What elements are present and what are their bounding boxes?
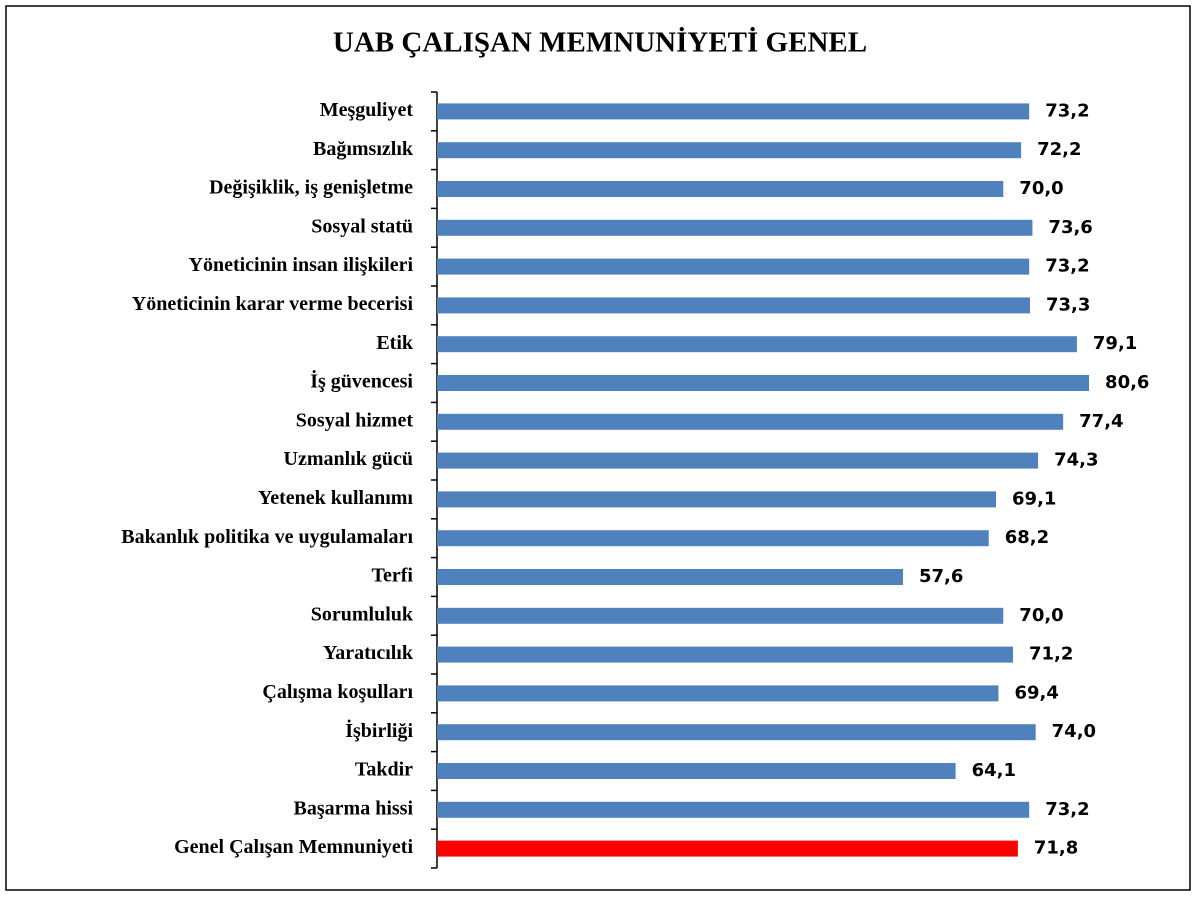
- category-label: Sorumluluk: [311, 603, 414, 625]
- value-label: 73,2: [1045, 799, 1089, 820]
- category-label: Yöneticinin insan ilişkileri: [189, 254, 414, 276]
- bar: [437, 142, 1022, 159]
- bar: [437, 103, 1030, 120]
- bar: [437, 452, 1039, 469]
- value-label: 73,3: [1046, 294, 1090, 315]
- bar: [437, 413, 1064, 430]
- category-label: Etik: [376, 332, 414, 354]
- value-label: 74,0: [1052, 721, 1096, 742]
- bar: [437, 530, 989, 547]
- value-label: 80,6: [1105, 372, 1149, 393]
- category-label: Sosyal hizmet: [296, 409, 414, 431]
- value-label: 71,8: [1034, 838, 1078, 859]
- category-label: Sosyal statü: [311, 215, 413, 237]
- value-label: 69,4: [1014, 682, 1058, 703]
- value-label: 72,2: [1037, 139, 1081, 160]
- category-label: İş güvencesi: [310, 369, 413, 393]
- category-label: Meşguliyet: [320, 99, 414, 121]
- value-label: 74,3: [1054, 450, 1098, 471]
- value-label: 77,4: [1079, 411, 1123, 432]
- category-label: Yöneticinin karar verme becerisi: [132, 293, 414, 315]
- category-label: Takdir: [355, 759, 413, 781]
- frame: [5, 5, 1191, 891]
- bar: [437, 840, 1018, 857]
- bar: [437, 375, 1090, 391]
- value-label: 73,6: [1048, 217, 1092, 238]
- bar: [437, 724, 1036, 741]
- value-label: 69,1: [1012, 488, 1056, 509]
- value-label: 70,0: [1019, 178, 1063, 199]
- bar: [437, 181, 1004, 197]
- value-label: 73,2: [1045, 256, 1089, 277]
- category-label: Bağımsızlık: [313, 138, 414, 160]
- bar: [437, 763, 956, 779]
- value-label: 79,1: [1093, 333, 1137, 354]
- value-label: 71,2: [1029, 644, 1073, 665]
- value-label: 57,6: [919, 566, 963, 587]
- bar: [437, 219, 1033, 236]
- category-label: Çalışma koşulları: [262, 681, 413, 703]
- chart-title: UAB ÇALIŞAN MEMNUNİYETİ GENEL: [333, 26, 867, 59]
- category-label: Uzmanlık gücü: [284, 448, 413, 470]
- bar: [437, 336, 1077, 353]
- value-label: 73,2: [1045, 100, 1089, 121]
- bar: [437, 607, 1004, 624]
- category-label: Yetenek kullanımı: [258, 487, 413, 509]
- bar: [437, 258, 1030, 275]
- value-label: 70,0: [1019, 605, 1063, 626]
- bar: [437, 801, 1030, 818]
- value-label: 68,2: [1005, 527, 1049, 548]
- category-label: Başarma hissi: [294, 797, 414, 819]
- category-label: Bakanlık politika ve uygulamaları: [121, 526, 413, 548]
- category-label: İşbirliği: [345, 718, 413, 742]
- bar: [437, 646, 1014, 663]
- category-label: Genel Çalışan Memnuniyeti: [174, 836, 413, 858]
- category-label: Değişiklik, iş genişletme: [209, 177, 413, 199]
- bar: [437, 569, 903, 585]
- category-label: Yaratıcılık: [323, 642, 414, 664]
- bar: [437, 297, 1030, 314]
- bar: [437, 491, 997, 508]
- category-label: Terfi: [372, 565, 414, 587]
- bar: [437, 685, 999, 702]
- value-label: 64,1: [972, 760, 1016, 781]
